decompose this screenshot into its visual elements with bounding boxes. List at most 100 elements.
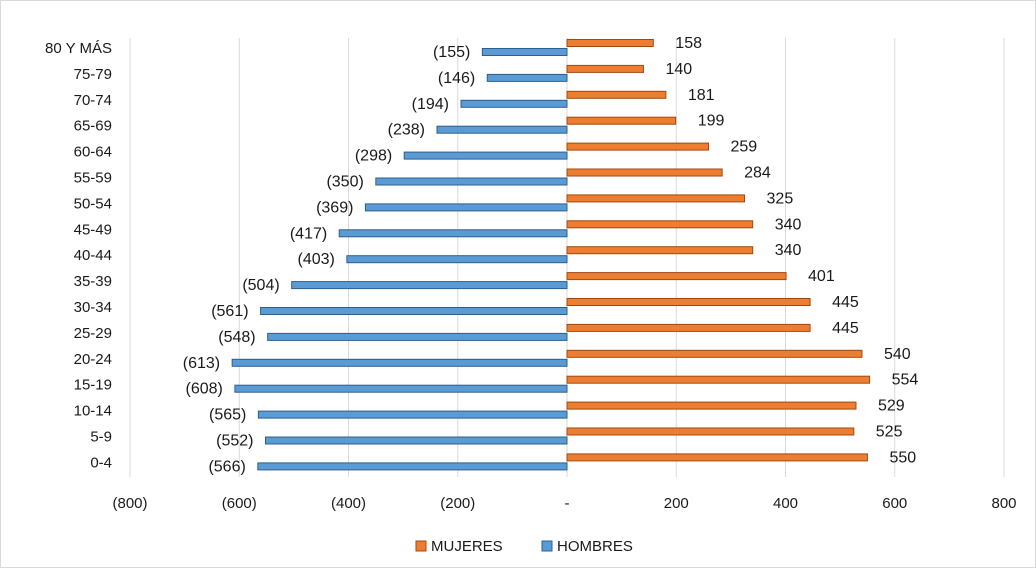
bar-hombres (231, 358, 568, 367)
bar-mujeres (566, 246, 754, 255)
data-label-hombres: (566) (208, 458, 245, 475)
category-label: 15-19 (74, 377, 112, 394)
category-label: 45-49 (74, 221, 112, 238)
bar-hombres (436, 125, 568, 134)
category-label: 70-74 (74, 92, 112, 109)
x-tick-label: (400) (331, 495, 366, 512)
bar-mujeres (566, 298, 811, 306)
data-label-mujeres: 140 (665, 61, 692, 78)
data-label-mujeres: 181 (688, 87, 715, 104)
data-label-mujeres: 540 (884, 346, 911, 363)
data-label-mujeres: 340 (775, 216, 802, 233)
bar-mujeres (566, 375, 871, 384)
bar-mujeres (566, 194, 746, 203)
bar-hombres (338, 229, 568, 238)
x-tick-label: - (565, 495, 570, 512)
data-label-hombres: (350) (326, 174, 363, 191)
x-tick-label: 600 (882, 495, 907, 512)
category-label: 60-64 (74, 144, 112, 161)
data-labels: 158 (155) 140 (146) 181 (194) 199 (238) 259 (298)… (183, 35, 919, 475)
category-label: 65-69 (74, 118, 112, 135)
bar-mujeres (566, 116, 677, 125)
bar-mujeres (566, 64, 644, 73)
data-label-hombres: (613) (183, 355, 220, 372)
bar-mujeres (566, 349, 863, 358)
data-label-mujeres: 445 (832, 320, 859, 337)
category-label: 55-59 (74, 170, 112, 187)
bar-hombres (403, 151, 568, 160)
bar-mujeres (566, 401, 857, 410)
x-axis-tick-labels: (800) (600) (400) (200) - 200 400 600 800 (112, 495, 1016, 512)
bar-mujeres (566, 39, 654, 47)
bar-hombres (486, 73, 568, 82)
data-label-hombres: (417) (290, 225, 327, 242)
data-label-mujeres: 325 (767, 190, 794, 207)
category-label: 20-24 (74, 351, 112, 368)
bar-mujeres (566, 453, 868, 462)
bar-hombres (460, 99, 568, 108)
data-label-hombres: (608) (186, 381, 223, 398)
data-label-mujeres: 554 (892, 372, 919, 389)
data-label-mujeres: 445 (832, 294, 859, 311)
data-label-hombres: (146) (438, 70, 475, 87)
category-labels: 80 Y MÁS 75-79 70-74 65-69 60-64 55-59 50-54 45… (45, 40, 112, 471)
data-label-mujeres: 284 (744, 165, 771, 182)
bar-hombres (481, 48, 568, 56)
data-label-mujeres: 550 (889, 449, 916, 466)
data-label-hombres: (155) (433, 44, 470, 61)
category-label: 35-39 (74, 273, 112, 290)
data-label-hombres: (298) (355, 148, 392, 165)
data-label-hombres: (548) (218, 329, 255, 346)
data-label-mujeres: 525 (876, 424, 903, 441)
category-label: 5-9 (90, 429, 112, 446)
bar-mujeres (566, 90, 667, 99)
data-label-hombres: (561) (211, 303, 248, 320)
data-label-mujeres: 529 (878, 398, 905, 415)
bars (231, 39, 871, 471)
legend-label: HOMBRES (557, 538, 633, 555)
bar-hombres (260, 307, 568, 315)
x-tick-label: 800 (991, 495, 1016, 512)
category-label: 30-34 (74, 299, 112, 316)
category-label: 25-29 (74, 325, 112, 342)
bar-mujeres (566, 427, 855, 436)
data-label-hombres: (403) (298, 251, 335, 268)
data-label-mujeres: 401 (808, 268, 835, 285)
bar-mujeres (566, 220, 754, 229)
data-label-hombres: (194) (412, 96, 449, 113)
bar-hombres (346, 255, 568, 264)
category-label: 40-44 (74, 247, 112, 264)
x-tick-label: 200 (664, 495, 689, 512)
legend: MUJERES HOMBRES (415, 538, 633, 555)
legend-label: MUJERES (431, 538, 503, 555)
x-tick-label: 400 (773, 495, 798, 512)
bar-mujeres (566, 272, 787, 281)
category-label: 10-14 (74, 403, 112, 420)
bar-hombres (257, 410, 568, 419)
x-tick-label: (600) (222, 495, 257, 512)
bar-mujeres (566, 168, 723, 177)
bar-mujeres (566, 142, 709, 151)
bar-hombres (364, 203, 568, 212)
data-label-mujeres: 199 (698, 113, 725, 130)
data-label-hombres: (369) (316, 199, 353, 216)
data-label-mujeres: 158 (675, 35, 702, 52)
bar-hombres (257, 462, 568, 471)
category-label: 80 Y MÁS (45, 40, 112, 57)
x-tick-label: (800) (112, 495, 147, 512)
x-tick-label: (200) (440, 495, 475, 512)
bar-hombres (375, 177, 568, 186)
bar-hombres (291, 281, 568, 290)
category-label: 0-4 (90, 454, 112, 471)
legend-swatch (541, 540, 553, 552)
data-label-hombres: (504) (242, 277, 279, 294)
bar-mujeres (566, 323, 811, 332)
data-label-hombres: (565) (209, 407, 246, 424)
data-label-mujeres: 259 (730, 139, 757, 156)
category-label: 50-54 (74, 195, 112, 212)
legend-swatch (415, 540, 427, 552)
data-label-hombres: (552) (216, 433, 253, 450)
category-label: 75-79 (74, 66, 112, 83)
data-label-mujeres: 340 (775, 242, 802, 259)
